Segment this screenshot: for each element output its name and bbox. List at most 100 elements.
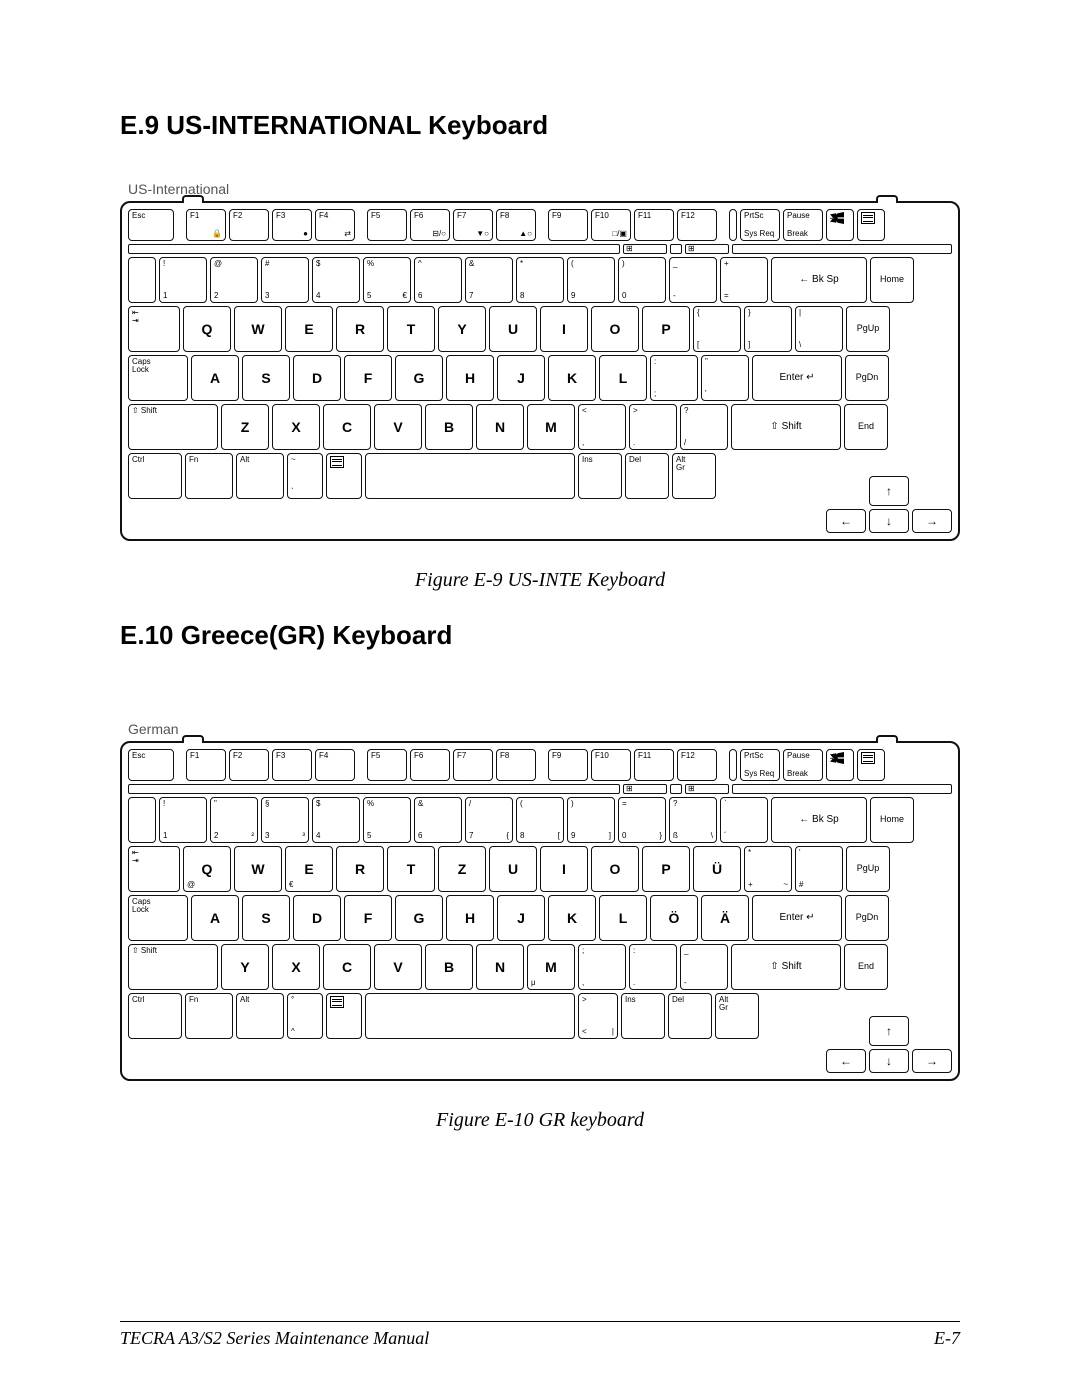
- num-key-7[interactable]: (8[: [516, 797, 564, 843]
- tilde-key[interactable]: ~`: [287, 453, 323, 499]
- fn-key-4[interactable]: F4⇄: [315, 209, 355, 241]
- lead-key[interactable]: [128, 257, 156, 303]
- letter-key-D[interactable]: D: [293, 895, 341, 941]
- fn-key-4[interactable]: F4: [315, 749, 355, 781]
- side-key[interactable]: PgUp: [846, 846, 890, 892]
- fn-key-3[interactable]: F3: [272, 749, 312, 781]
- lead-key[interactable]: ⇤ ⇥: [128, 306, 180, 352]
- letter-key-O[interactable]: O: [591, 306, 639, 352]
- mod-key-Del[interactable]: Del: [625, 453, 669, 499]
- lead-key[interactable]: ⇤ ⇥: [128, 846, 180, 892]
- home-key[interactable]: Home: [870, 257, 914, 303]
- fn-key-13[interactable]: [729, 749, 737, 781]
- side-key[interactable]: PgDn: [845, 895, 889, 941]
- num-key-2[interactable]: #3: [261, 257, 309, 303]
- letter-key-N[interactable]: N: [476, 944, 524, 990]
- letter-key-I[interactable]: I: [540, 846, 588, 892]
- fn-key-1[interactable]: F1🔒: [186, 209, 226, 241]
- mod-key-Alt Gr[interactable]: Alt Gr: [715, 993, 759, 1039]
- lead-key[interactable]: Caps Lock: [128, 895, 188, 941]
- punct-key-1[interactable]: "': [701, 355, 749, 401]
- letter-key-P[interactable]: P: [642, 306, 690, 352]
- letter-key-A[interactable]: A: [191, 355, 239, 401]
- num-key-6[interactable]: &7: [465, 257, 513, 303]
- fn-key-8[interactable]: F8: [496, 749, 536, 781]
- lead-key[interactable]: [128, 797, 156, 843]
- letter-key-F[interactable]: F: [344, 895, 392, 941]
- num-key-10[interactable]: _-: [669, 257, 717, 303]
- tail-key[interactable]: Enter ↵: [752, 895, 842, 941]
- letter-key-B[interactable]: B: [425, 404, 473, 450]
- letter-key-E[interactable]: E: [285, 306, 333, 352]
- letter-key-W[interactable]: W: [234, 846, 282, 892]
- letter-key-Y[interactable]: Y: [221, 944, 269, 990]
- fn-key-11[interactable]: F11: [634, 749, 674, 781]
- punct-key-1[interactable]: :.: [629, 944, 677, 990]
- letter-key-V[interactable]: V: [374, 404, 422, 450]
- arrow-up-key[interactable]: ↑: [869, 476, 909, 506]
- fn-key-12[interactable]: F12: [677, 209, 717, 241]
- menu-key[interactable]: [857, 749, 885, 781]
- arrow-up-key[interactable]: ↑: [869, 1016, 909, 1046]
- letter-key-K[interactable]: K: [548, 895, 596, 941]
- spacebar-key[interactable]: [365, 453, 575, 499]
- arrow-left-key[interactable]: ←: [826, 509, 866, 533]
- letter-key-X[interactable]: X: [272, 404, 320, 450]
- home-key[interactable]: Home: [870, 797, 914, 843]
- num-key-10[interactable]: ?ß\: [669, 797, 717, 843]
- letter-key-Ä[interactable]: Ä: [701, 895, 749, 941]
- context-key[interactable]: [326, 993, 362, 1039]
- num-key-7[interactable]: *8: [516, 257, 564, 303]
- tilde-key[interactable]: °^: [287, 993, 323, 1039]
- punct-key-2[interactable]: _-: [680, 944, 728, 990]
- letter-key-M[interactable]: M: [527, 404, 575, 450]
- letter-key-P[interactable]: P: [642, 846, 690, 892]
- num-key-5[interactable]: ^6: [414, 257, 462, 303]
- win-key[interactable]: [826, 209, 854, 241]
- fn-key-15[interactable]: PauseBreak: [783, 209, 823, 241]
- lead-key[interactable]: ⇧ Shift: [128, 944, 218, 990]
- letter-key-H[interactable]: H: [446, 355, 494, 401]
- fn-key-7[interactable]: F7: [453, 749, 493, 781]
- letter-key-Ö[interactable]: Ö: [650, 895, 698, 941]
- context-key[interactable]: [326, 453, 362, 499]
- num-key-4[interactable]: %5€: [363, 257, 411, 303]
- mod-key-Ins[interactable]: Ins: [621, 993, 665, 1039]
- letter-key-Q[interactable]: Q@: [183, 846, 231, 892]
- mod-key-Fn[interactable]: Fn: [185, 453, 233, 499]
- lead-key[interactable]: Caps Lock: [128, 355, 188, 401]
- letter-key-G[interactable]: G: [395, 355, 443, 401]
- win-key[interactable]: [826, 749, 854, 781]
- letter-key-S[interactable]: S: [242, 895, 290, 941]
- menu-key[interactable]: [857, 209, 885, 241]
- letter-key-V[interactable]: V: [374, 944, 422, 990]
- letter-key-Ü[interactable]: Ü: [693, 846, 741, 892]
- letter-key-C[interactable]: C: [323, 404, 371, 450]
- num-key-3[interactable]: $4: [312, 257, 360, 303]
- num-key-11[interactable]: `´: [720, 797, 768, 843]
- num-key-8[interactable]: )9]: [567, 797, 615, 843]
- letter-key-J[interactable]: J: [497, 895, 545, 941]
- letter-key-U[interactable]: U: [489, 306, 537, 352]
- letter-key-K[interactable]: K: [548, 355, 596, 401]
- tail-key[interactable]: ⇧ Shift: [731, 404, 841, 450]
- letter-key-E[interactable]: E€: [285, 846, 333, 892]
- letter-key-Z[interactable]: Z: [438, 846, 486, 892]
- letter-key-T[interactable]: T: [387, 846, 435, 892]
- fn-key-2[interactable]: F2: [229, 209, 269, 241]
- punct-key-0[interactable]: :;: [650, 355, 698, 401]
- fn-key-12[interactable]: F12: [677, 749, 717, 781]
- letter-key-A[interactable]: A: [191, 895, 239, 941]
- fn-key-3[interactable]: F3●: [272, 209, 312, 241]
- num-key-9[interactable]: )0: [618, 257, 666, 303]
- num-key-4[interactable]: %5: [363, 797, 411, 843]
- mod-key-Alt[interactable]: Alt: [236, 993, 284, 1039]
- num-key-1[interactable]: "2²: [210, 797, 258, 843]
- letter-key-F[interactable]: F: [344, 355, 392, 401]
- mod-key-Alt[interactable]: Alt: [236, 453, 284, 499]
- mod-key-Alt Gr[interactable]: Alt Gr: [672, 453, 716, 499]
- fn-key-0[interactable]: Esc: [128, 749, 174, 781]
- fn-key-10[interactable]: F10□/▣: [591, 209, 631, 241]
- letter-key-B[interactable]: B: [425, 944, 473, 990]
- letter-key-M[interactable]: Mμ: [527, 944, 575, 990]
